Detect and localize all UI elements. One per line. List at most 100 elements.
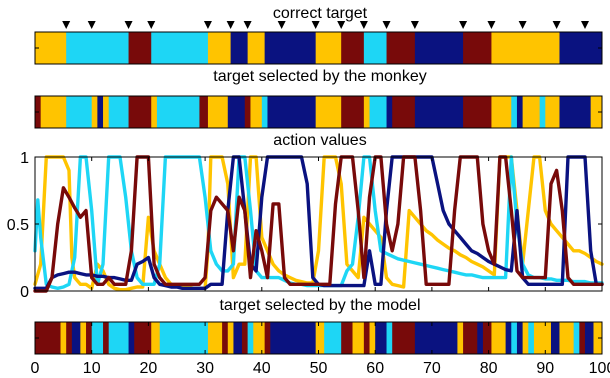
- switch-marker: [337, 21, 346, 29]
- segment-maroon: [244, 96, 251, 128]
- segment-navy: [227, 96, 246, 128]
- segment-maroon: [128, 96, 152, 128]
- segment-yellow: [352, 322, 365, 354]
- switch-marker: [552, 21, 561, 29]
- segment-cyan: [363, 32, 387, 64]
- segment-cyan: [573, 322, 580, 354]
- panel-model-selection: target selected by the model 0 10 20 30 40 50…: [31, 297, 610, 377]
- segment-maroon: [386, 32, 416, 64]
- segment-maroon: [392, 96, 416, 128]
- series-line-maroon: [33, 155, 604, 293]
- segment-maroon: [463, 322, 478, 354]
- x-tick-label: 60: [366, 360, 384, 377]
- segment-navy: [505, 322, 512, 354]
- switch-marker: [382, 21, 391, 29]
- x-tick-label: 70: [423, 360, 441, 377]
- switch-marker: [277, 21, 286, 29]
- switch-marker: [203, 21, 212, 29]
- switch-marker: [487, 21, 496, 29]
- segment-yellow: [491, 96, 512, 128]
- x-tick-label: 0: [31, 360, 40, 377]
- x-tick-label: 50: [310, 360, 328, 377]
- segment-navy: [550, 322, 560, 354]
- segment-maroon: [264, 322, 271, 354]
- segment-yellow: [590, 96, 603, 128]
- segment-cyan: [156, 96, 200, 128]
- segment-navy: [230, 32, 249, 64]
- segment-yellow: [533, 322, 552, 354]
- segment-navy: [270, 322, 317, 354]
- segment-maroon: [128, 32, 152, 64]
- segment-navy: [264, 32, 317, 64]
- segment-maroon: [103, 322, 110, 354]
- switch-marker: [243, 21, 252, 29]
- segment-yellow: [207, 32, 232, 64]
- y-tick-label: 0.5: [7, 217, 29, 234]
- segment-yellow: [207, 322, 223, 354]
- segment-navy: [584, 322, 594, 354]
- segment-maroon: [86, 322, 93, 354]
- switch-marker: [359, 21, 368, 29]
- segment-maroon: [363, 322, 370, 354]
- segment-maroon: [199, 96, 209, 128]
- segment-yellow: [491, 32, 560, 64]
- segment-maroon: [341, 32, 365, 64]
- segment-maroon: [463, 96, 492, 128]
- segment-yellow: [559, 322, 575, 354]
- switch-marker: [147, 21, 156, 29]
- segment-yellow: [103, 96, 110, 128]
- switch-marker: [518, 21, 527, 29]
- segment-navy: [97, 96, 104, 128]
- segment-navy: [516, 96, 524, 128]
- segment-yellow: [253, 322, 266, 354]
- segment-navy: [477, 322, 484, 354]
- segment-yellow: [315, 322, 325, 354]
- segment-cyan: [108, 96, 129, 128]
- segment-yellow: [151, 96, 158, 128]
- segment-maroon: [341, 96, 365, 128]
- segment-maroon: [66, 322, 73, 354]
- segment-yellow: [457, 322, 464, 354]
- x-tick-label: 40: [253, 360, 271, 377]
- segment-cyan: [108, 322, 129, 354]
- y-tick-label: 1: [20, 150, 29, 167]
- segment-yellow: [227, 322, 234, 354]
- segment-yellow: [247, 32, 266, 64]
- segment-yellow: [369, 322, 376, 354]
- segment-cyan: [159, 322, 209, 354]
- segment-cyan: [66, 96, 93, 128]
- segment-navy: [414, 322, 458, 354]
- switch-marker: [124, 21, 133, 29]
- segment-navy: [516, 322, 524, 354]
- y-tick-label: 0: [20, 284, 29, 301]
- segment-cyan: [91, 322, 104, 354]
- segment-maroon: [463, 32, 492, 64]
- segment-yellow: [545, 96, 560, 128]
- segment-cyan: [511, 322, 518, 354]
- segment-navy: [71, 322, 81, 354]
- segment-yellow: [91, 96, 98, 128]
- segment-cyan: [539, 96, 546, 128]
- segment-navy: [559, 96, 592, 128]
- panel-action-values: action values 0 0.5 1: [7, 132, 604, 301]
- segment-navy: [233, 322, 243, 354]
- segment-maroon: [222, 322, 229, 354]
- segment-yellow: [315, 32, 342, 64]
- segment-yellow: [522, 322, 529, 354]
- segment-yellow: [80, 322, 87, 354]
- segment-cyan: [66, 32, 129, 64]
- switch-marker: [311, 21, 320, 29]
- segment-yellow: [250, 96, 263, 128]
- x-tick-label: 90: [536, 360, 554, 377]
- segment-maroon: [579, 322, 586, 354]
- segment-yellow: [60, 322, 67, 354]
- segment-yellow: [315, 96, 342, 128]
- segment-maroon: [134, 322, 152, 354]
- segment-yellow: [40, 96, 67, 128]
- segment-yellow: [35, 32, 67, 64]
- x-tick-label: 30: [196, 360, 214, 377]
- panel-title-correct-target: correct target: [273, 5, 368, 22]
- segment-navy: [386, 96, 393, 128]
- segment-maroon: [341, 322, 353, 354]
